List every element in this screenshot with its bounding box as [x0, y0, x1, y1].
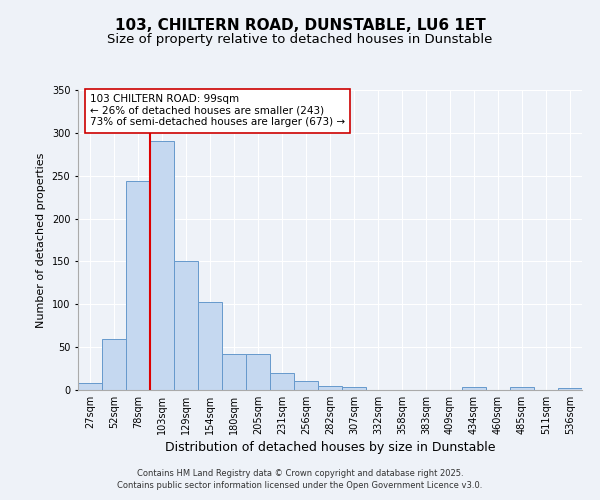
Bar — [270, 373, 294, 390]
Bar — [510, 388, 534, 390]
Bar — [126, 181, 150, 390]
Text: Size of property relative to detached houses in Dunstable: Size of property relative to detached ho… — [107, 32, 493, 46]
Bar — [294, 380, 318, 390]
Text: 103, CHILTERN ROAD, DUNSTABLE, LU6 1ET: 103, CHILTERN ROAD, DUNSTABLE, LU6 1ET — [115, 18, 485, 32]
Text: Contains HM Land Registry data © Crown copyright and database right 2025.: Contains HM Land Registry data © Crown c… — [137, 468, 463, 477]
Bar — [198, 302, 222, 390]
Y-axis label: Number of detached properties: Number of detached properties — [36, 152, 46, 328]
Bar — [78, 383, 102, 390]
Bar — [246, 354, 270, 390]
Text: Contains public sector information licensed under the Open Government Licence v3: Contains public sector information licen… — [118, 481, 482, 490]
Bar — [222, 354, 246, 390]
Bar — [462, 386, 486, 390]
Bar — [174, 262, 198, 390]
Text: 103 CHILTERN ROAD: 99sqm
← 26% of detached houses are smaller (243)
73% of semi-: 103 CHILTERN ROAD: 99sqm ← 26% of detach… — [90, 94, 345, 128]
X-axis label: Distribution of detached houses by size in Dunstable: Distribution of detached houses by size … — [165, 441, 495, 454]
Bar — [558, 388, 582, 390]
Bar — [318, 386, 342, 390]
Bar — [342, 388, 366, 390]
Bar — [150, 142, 174, 390]
Bar — [102, 340, 126, 390]
